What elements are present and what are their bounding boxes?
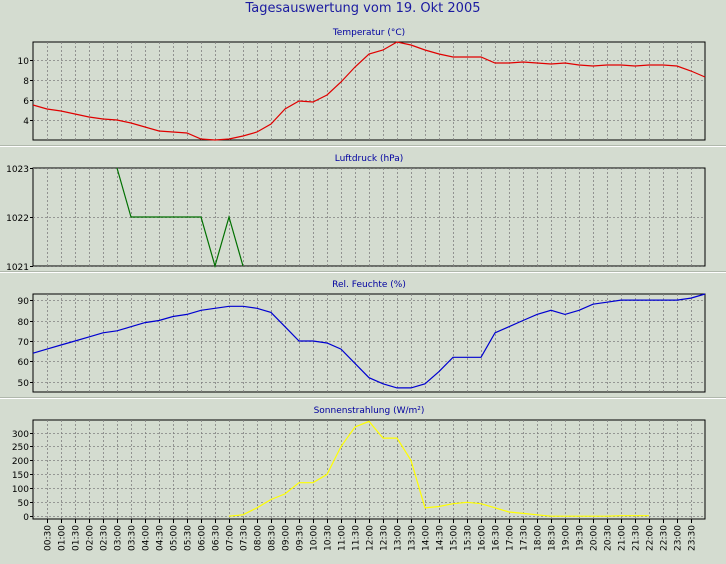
- y-tick-label: 250: [12, 443, 29, 453]
- y-tick-label: 1022: [6, 214, 29, 224]
- x-tick-label: 02:00: [86, 525, 96, 551]
- series-line-pressure: [116, 167, 244, 269]
- y-tick-label: 200: [12, 457, 29, 467]
- y-tick-label: 0: [23, 513, 29, 523]
- y-tick-label: 6: [23, 97, 29, 107]
- x-tick-label: 21:00: [618, 525, 628, 551]
- x-tick-label: 10:00: [310, 525, 320, 551]
- y-tick-label: 10: [18, 57, 30, 67]
- x-tick-label: 14:00: [422, 525, 432, 551]
- x-tick-label: 06:00: [198, 525, 208, 551]
- y-tick-label: 80: [18, 318, 30, 328]
- plot-frame: [32, 293, 706, 393]
- x-tick-label: 03:30: [128, 525, 138, 551]
- x-tick-label: 05:00: [170, 525, 180, 551]
- x-tick-label: 13:30: [408, 525, 418, 551]
- y-tick-label: 50: [18, 379, 30, 389]
- x-tick-label: 23:30: [688, 525, 698, 551]
- x-tick-label: 00:30: [44, 525, 54, 551]
- y-tick-label: 60: [18, 358, 30, 368]
- x-tick-label: 04:30: [156, 525, 166, 551]
- main-title: Tagesauswertung vom 19. Okt 2005: [245, 1, 481, 16]
- x-tick-label: 15:00: [450, 525, 460, 551]
- x-tick-label: 20:00: [590, 525, 600, 551]
- x-tick-label: 01:30: [72, 525, 82, 551]
- x-tick-label: 22:30: [660, 525, 670, 551]
- plot-frame: [32, 41, 706, 141]
- series-line-temperature: [32, 41, 706, 141]
- x-tick-label: 17:00: [506, 525, 516, 551]
- series-line-radiation: [228, 420, 649, 517]
- y-tick-label: 50: [18, 499, 30, 509]
- chart-title: Sonnenstrahlung (W/m²): [314, 406, 425, 416]
- x-tick-label: 18:00: [534, 525, 544, 551]
- x-tick-label: 23:00: [674, 525, 684, 551]
- x-tick-label: 18:30: [548, 525, 558, 551]
- y-tick-label: 90: [18, 297, 30, 307]
- chart-pressure: Luftdruck (hPa) 1021 1022 1023: [6, 154, 706, 273]
- y-tick-label: 4: [23, 117, 29, 127]
- chart-title: Temperatur (°C): [332, 28, 405, 38]
- x-tick-label: 14:30: [436, 525, 446, 551]
- x-tick-label: 07:30: [240, 525, 250, 551]
- x-tick-label: 06:30: [212, 525, 222, 551]
- x-tick-label: 12:00: [366, 525, 376, 551]
- x-tick-label: 12:30: [380, 525, 390, 551]
- x-tick-label: 07:00: [226, 525, 236, 551]
- x-tick-label: 05:30: [184, 525, 194, 551]
- x-tick-label: 21:30: [632, 525, 642, 551]
- chart-title: Rel. Feuchte (%): [332, 280, 406, 290]
- time-axis: 00:30 01:00 01:30 02:00 02:30 03:00 03:30 04:00…: [44, 519, 698, 551]
- x-tick-label: 20:30: [604, 525, 614, 551]
- x-tick-label: 10:30: [324, 525, 334, 551]
- x-tick-label: 17:30: [520, 525, 530, 551]
- x-tick-label: 19:30: [576, 525, 586, 551]
- x-tick-label: 13:00: [394, 525, 404, 551]
- y-tick-label: 300: [12, 430, 29, 440]
- x-tick-label: 02:30: [100, 525, 110, 551]
- x-tick-label: 01:00: [58, 525, 68, 551]
- x-tick-label: 04:00: [142, 525, 152, 551]
- y-tick-label: 8: [23, 77, 29, 87]
- y-tick-label: 150: [12, 471, 29, 481]
- x-tick-label: 22:00: [646, 525, 656, 551]
- x-tick-label: 03:00: [114, 525, 124, 551]
- x-tick-label: 15:30: [464, 525, 474, 551]
- x-tick-label: 08:00: [254, 525, 264, 551]
- chart-radiation: Sonnenstrahlung (W/m²) 0 50 100 150 200 250 300: [12, 406, 706, 523]
- x-tick-label: 11:30: [352, 525, 362, 551]
- x-tick-label: 09:30: [296, 525, 306, 551]
- plot-frame: [32, 419, 706, 520]
- chart-temperature: Temperatur (°C) 4 6 8 10: [18, 28, 706, 141]
- y-tick-label: 1023: [6, 165, 29, 175]
- x-tick-label: 08:30: [268, 525, 278, 551]
- x-tick-label: 11:00: [338, 525, 348, 551]
- x-tick-label: 16:30: [492, 525, 502, 551]
- y-tick-label: 70: [18, 338, 30, 348]
- y-tick-label: 1021: [6, 263, 29, 273]
- y-tick-label: 100: [12, 485, 29, 495]
- x-tick-label: 09:00: [282, 525, 292, 551]
- chart-title: Luftdruck (hPa): [335, 154, 404, 164]
- x-tick-label: 16:00: [478, 525, 488, 551]
- x-tick-label: 19:00: [562, 525, 572, 551]
- series-line-humidity: [32, 293, 706, 389]
- chart-humidity: Rel. Feuchte (%) 50 60 70 80 90: [18, 280, 706, 393]
